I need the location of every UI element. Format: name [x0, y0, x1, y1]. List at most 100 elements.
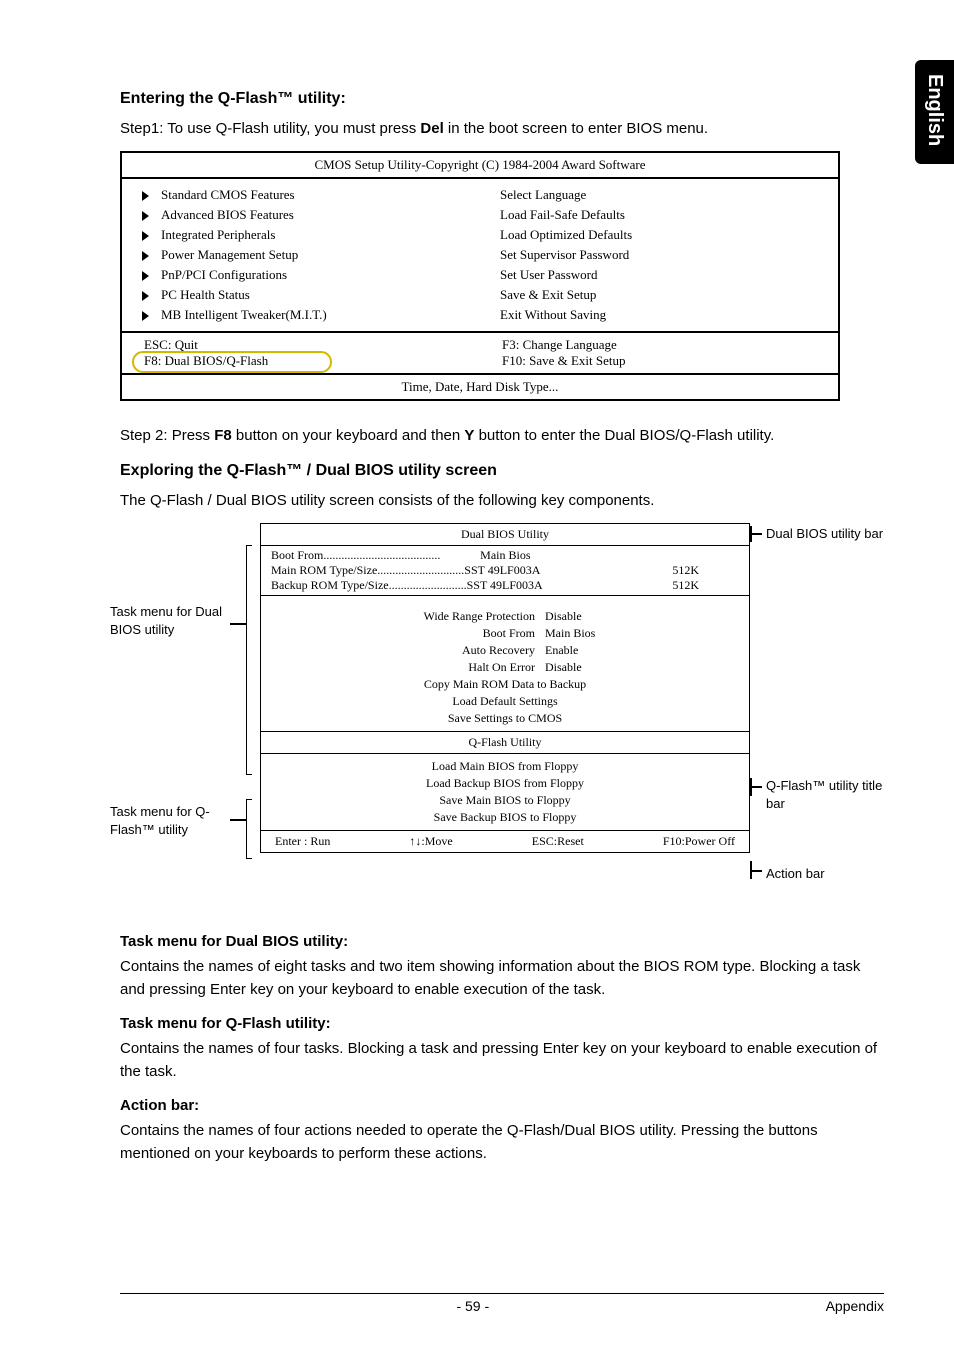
info-label: Main ROM Type/Size	[271, 563, 377, 578]
step1-suffix: in the boot screen to enter BIOS menu.	[444, 120, 708, 137]
step2-mid: button on your keyboard and then	[232, 427, 465, 444]
triangle-icon	[142, 251, 149, 261]
bios-menu-item[interactable]: Set User Password	[500, 265, 838, 285]
info-label: Backup ROM Type/Size	[271, 578, 389, 593]
cmd-label: Load Backup BIOS from Floppy	[426, 776, 584, 791]
para-task-q: Contains the names of four tasks. Blocki…	[120, 1038, 884, 1083]
connector	[750, 786, 762, 788]
bios-footer: Time, Date, Hard Disk Type...	[122, 373, 838, 399]
bios-item-label: Standard CMOS Features	[161, 187, 295, 202]
bios-item-label: PC Health Status	[161, 287, 250, 302]
qflash-cmd[interactable]: Load Backup BIOS from Floppy	[261, 775, 749, 792]
connector	[750, 533, 762, 535]
qflash-title: Q-Flash Utility	[261, 732, 749, 754]
bios-menu-item[interactable]: Load Fail-Safe Defaults	[500, 205, 838, 225]
qflash-cmd[interactable]: Save Main BIOS to Floppy	[261, 792, 749, 809]
util-option[interactable]: Auto RecoveryEnable	[261, 642, 749, 659]
bios-item-label: Load Fail-Safe Defaults	[500, 207, 625, 222]
bios-menu-item[interactable]: Set Supervisor Password	[500, 245, 838, 265]
opt-val: Disable	[545, 609, 625, 624]
triangle-icon	[142, 211, 149, 221]
triangle-icon	[142, 231, 149, 241]
dots: ..........................	[389, 578, 467, 593]
util-option[interactable]: Halt On ErrorDisable	[261, 659, 749, 676]
util-option[interactable]: Boot FromMain Bios	[261, 625, 749, 642]
triangle-icon	[142, 291, 149, 301]
util-cmd[interactable]: Save Settings to CMOS	[261, 710, 749, 727]
info-label: Boot From	[271, 548, 323, 563]
bios-menu-item[interactable]: PC Health Status	[142, 285, 480, 305]
step2-prefix: Step 2: Press	[120, 427, 214, 444]
bios-item-label: PnP/PCI Configurations	[161, 267, 287, 282]
step1-text: Step1: To use Q-Flash utility, you must …	[120, 120, 884, 137]
util-cmd[interactable]: Copy Main ROM Data to Backup	[261, 676, 749, 693]
util-title: Dual BIOS Utility	[261, 524, 749, 546]
info-val: SST 49LF003A	[464, 563, 540, 578]
label-task-dual: Task menu for Dual BIOS utility	[110, 603, 230, 639]
para-action: Contains the names of four actions neede…	[120, 1120, 884, 1165]
util-option[interactable]: Wide Range ProtectionDisable	[261, 608, 749, 625]
dots: .............................	[377, 563, 464, 578]
bios-menu-item[interactable]: Advanced BIOS Features	[142, 205, 480, 225]
bracket-q	[246, 799, 252, 859]
cmd-label: Load Main BIOS from Floppy	[432, 759, 579, 774]
bios-menu-item[interactable]: Integrated Peripherals	[142, 225, 480, 245]
bios-item-label: Save & Exit Setup	[500, 287, 596, 302]
bios-menu-item[interactable]: Save & Exit Setup	[500, 285, 838, 305]
bios-menu-item[interactable]: Select Language	[500, 185, 838, 205]
action-item: ESC:Reset	[532, 834, 584, 849]
heading-exploring: Exploring the Q-Flash™ / Dual BIOS utili…	[120, 462, 884, 480]
subhead-action: Action bar:	[120, 1097, 884, 1114]
exploring-desc: The Q-Flash / Dual BIOS utility screen c…	[120, 492, 884, 509]
bios-item-label: Advanced BIOS Features	[161, 207, 294, 222]
bios-item-label: Set Supervisor Password	[500, 247, 629, 262]
bios-item-label: Load Optimized Defaults	[500, 227, 632, 242]
triangle-icon	[142, 271, 149, 281]
bios-menu-item[interactable]: Power Management Setup	[142, 245, 480, 265]
qflash-cmd[interactable]: Load Main BIOS from Floppy	[261, 758, 749, 775]
bios-menu-item[interactable]: Exit Without Saving	[500, 305, 838, 325]
util-options: Wide Range ProtectionDisable Boot FromMa…	[261, 596, 749, 732]
bios-menu-item[interactable]: Load Optimized Defaults	[500, 225, 838, 245]
bios-menu-item[interactable]: PnP/PCI Configurations	[142, 265, 480, 285]
opt-label: Wide Range Protection	[385, 609, 545, 624]
bios-keyhint: F10: Save & Exit Setup	[502, 353, 838, 369]
qflash-cmd[interactable]: Save Backup BIOS to Floppy	[261, 809, 749, 826]
para-task-dual: Contains the names of eight tasks and tw…	[120, 956, 884, 1001]
action-item: ↑↓:Move	[409, 834, 452, 849]
connector	[230, 623, 246, 625]
step1-prefix: Step1: To use Q-Flash utility, you must …	[120, 120, 420, 137]
cmd-label: Load Default Settings	[452, 694, 557, 709]
bios-item-label: Power Management Setup	[161, 247, 298, 262]
heading-entering: Entering the Q-Flash™ utility:	[120, 90, 884, 108]
label-action-bar: Action bar	[766, 865, 825, 883]
action-item: F10:Power Off	[663, 834, 735, 849]
util-info-block: Boot From...............................…	[261, 546, 749, 596]
page-footer: - 59 - Appendix	[120, 1293, 884, 1314]
action-item: Enter : Run	[275, 834, 330, 849]
bios-keyhint: F3: Change Language	[502, 337, 838, 353]
step1-key: Del	[420, 120, 443, 137]
page-number: - 59 -	[456, 1298, 489, 1314]
bios-item-label: Integrated Peripherals	[161, 227, 275, 242]
bios-menu-item[interactable]: Standard CMOS Features	[142, 185, 480, 205]
label-dual-bar: Dual BIOS utility bar	[766, 525, 883, 543]
opt-val: Main Bios	[545, 626, 625, 641]
bios-menu-item[interactable]: MB Intelligent Tweaker(M.I.T.)	[142, 305, 480, 325]
bracket-dual	[246, 545, 252, 775]
footer-section: Appendix	[826, 1298, 884, 1314]
opt-label: Halt On Error	[385, 660, 545, 675]
util-cmd[interactable]: Load Default Settings	[261, 693, 749, 710]
bios-item-label: MB Intelligent Tweaker(M.I.T.)	[161, 307, 327, 322]
connector	[230, 819, 246, 821]
dual-bios-utility-box: Dual BIOS Utility Boot From.............…	[260, 523, 750, 853]
subhead-task-dual: Task menu for Dual BIOS utility:	[120, 933, 884, 950]
label-q-bar: Q-Flash™ utility title bar	[766, 777, 890, 813]
connector	[750, 870, 762, 872]
bios-title: CMOS Setup Utility-Copyright (C) 1984-20…	[122, 153, 838, 179]
bios-keyhint: F8: Dual BIOS/Q-Flash	[144, 353, 480, 369]
cmd-label: Save Backup BIOS to Floppy	[434, 810, 577, 825]
bios-item-label: Set User Password	[500, 267, 598, 282]
label-task-q: Task menu for Q-Flash™ utility	[110, 803, 240, 839]
language-tab: English	[915, 60, 954, 164]
